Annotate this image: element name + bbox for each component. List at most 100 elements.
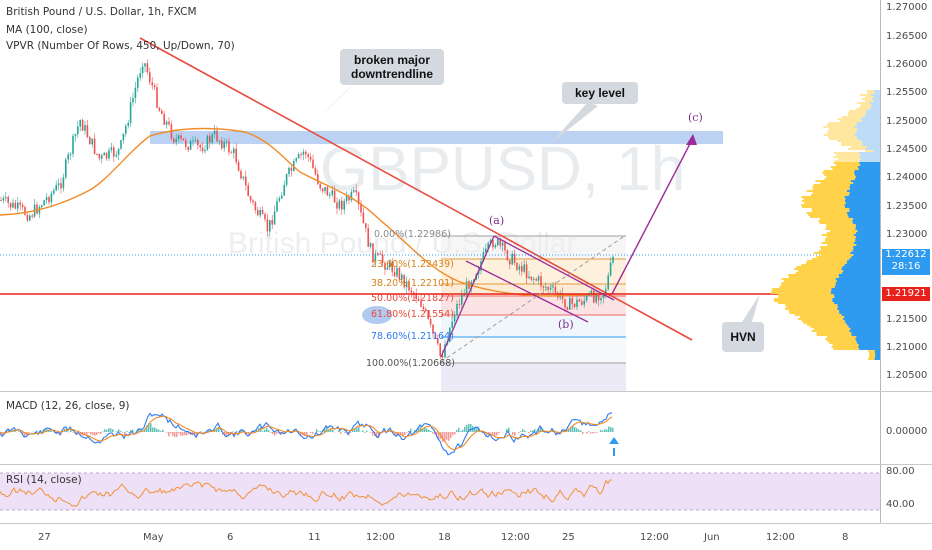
volume-bar-up [802,206,845,208]
macd-bar [454,432,456,435]
candle-body [285,174,288,185]
time-tick: 6 [227,532,234,543]
volume-bar-up [797,270,844,272]
volume-bar-down [859,162,880,164]
candle-body [206,135,209,150]
price-chart[interactable]: GBPUSD, 1h British Pound / U.S. Dollar [0,0,880,391]
candle-body [540,276,542,287]
candle-body [333,190,336,203]
candle-body [458,303,461,305]
hvn-price-badge: 1.21921 [882,287,930,301]
volume-bar-down [854,174,880,176]
candle-body [605,289,607,294]
volume-bar-up [801,200,845,202]
candle-body [590,290,593,295]
volume-bar-up [867,92,875,94]
macd-bar [574,427,576,432]
volume-bar-up [801,320,845,322]
candle-body [2,198,5,201]
watermark-symbol: GBPUSD, 1h [320,135,685,204]
volume-bar-down [831,288,880,290]
volume-bar-up [864,100,874,102]
hvn-callout[interactable]: HVN [722,322,764,352]
volume-bar-up [801,196,845,198]
volume-bar-up [820,182,854,184]
volume-bar-down [849,208,880,210]
volume-bar-up [777,294,834,296]
candle-body [554,286,557,293]
volume-bar-down [859,160,880,162]
rsi-tick-80: 80.00 [886,466,915,477]
candle-body [72,135,74,154]
volume-bar-up [812,258,850,260]
volume-bar-down [865,114,880,116]
macd-bar [112,429,114,432]
candle-body [434,333,437,339]
macd-bar [86,432,88,435]
macd-bar [508,427,510,432]
macd-bar [366,430,368,432]
candle-body [158,107,161,111]
volume-bar-up [823,126,855,128]
macd-bar [40,430,42,432]
candle-body [410,290,413,293]
candle-body [408,281,410,291]
candle-body [259,210,261,216]
candle-body [324,186,326,192]
candle-body [413,292,415,294]
volume-bar-up [827,130,857,132]
volume-bar-down [853,254,880,256]
fib-label-382: 38.20%(1.22101) [371,278,454,289]
candle-body [151,82,153,86]
volume-bar-down [852,250,880,252]
volume-bar-down [873,150,880,152]
macd-bar [588,431,590,432]
macd-bar [172,432,174,436]
rsi-chart[interactable] [0,465,880,523]
macd-bar [450,432,452,439]
candle-body [516,263,518,270]
macd-bar [176,432,178,437]
candle-body [578,299,581,302]
macd-bar [400,432,402,435]
volume-bar-down [838,274,880,276]
candle-body [55,185,57,191]
price-tick: 1.25000 [886,116,928,127]
volume-bar-down [860,154,880,156]
macd-bar [208,429,210,432]
volume-bar-down [854,172,880,174]
volume-bar-down [857,166,880,168]
macd-bar [324,428,326,432]
candle-body [67,154,69,160]
macd-bar [470,424,472,432]
macd-axis[interactable] [880,392,932,464]
projection-arrowhead [686,134,697,145]
candle-body [576,299,578,307]
candle-body [343,200,345,210]
volume-bar-down [852,218,880,220]
macd-bar [236,431,238,432]
time-axis[interactable] [0,524,932,550]
macd-bar [210,429,212,432]
volume-bar-up [809,216,849,218]
candle-body [602,293,605,298]
volume-bar-down [871,98,880,100]
volume-bar-up [859,94,871,96]
macd-bar [576,428,578,432]
macd-bar [24,432,26,437]
trendline-callout[interactable]: broken major downtrendline [340,49,444,85]
vpvr-legend: VPVR (Number Of Rows, 450, Up/Down, 70) [6,40,235,52]
candle-body [398,267,401,280]
rsi-axis[interactable] [880,465,932,523]
macd-chart[interactable] [0,392,880,464]
volume-bar-up [847,148,866,150]
macd-bar [524,430,526,432]
macd-bar [456,429,458,432]
price-axis[interactable] [880,0,932,391]
macd-bar [426,428,428,432]
volume-bar-down [861,158,880,160]
candle-body [305,151,307,155]
macd-bar [140,429,142,432]
key-level-callout[interactable]: key level [562,82,638,104]
candle-body [144,63,146,67]
